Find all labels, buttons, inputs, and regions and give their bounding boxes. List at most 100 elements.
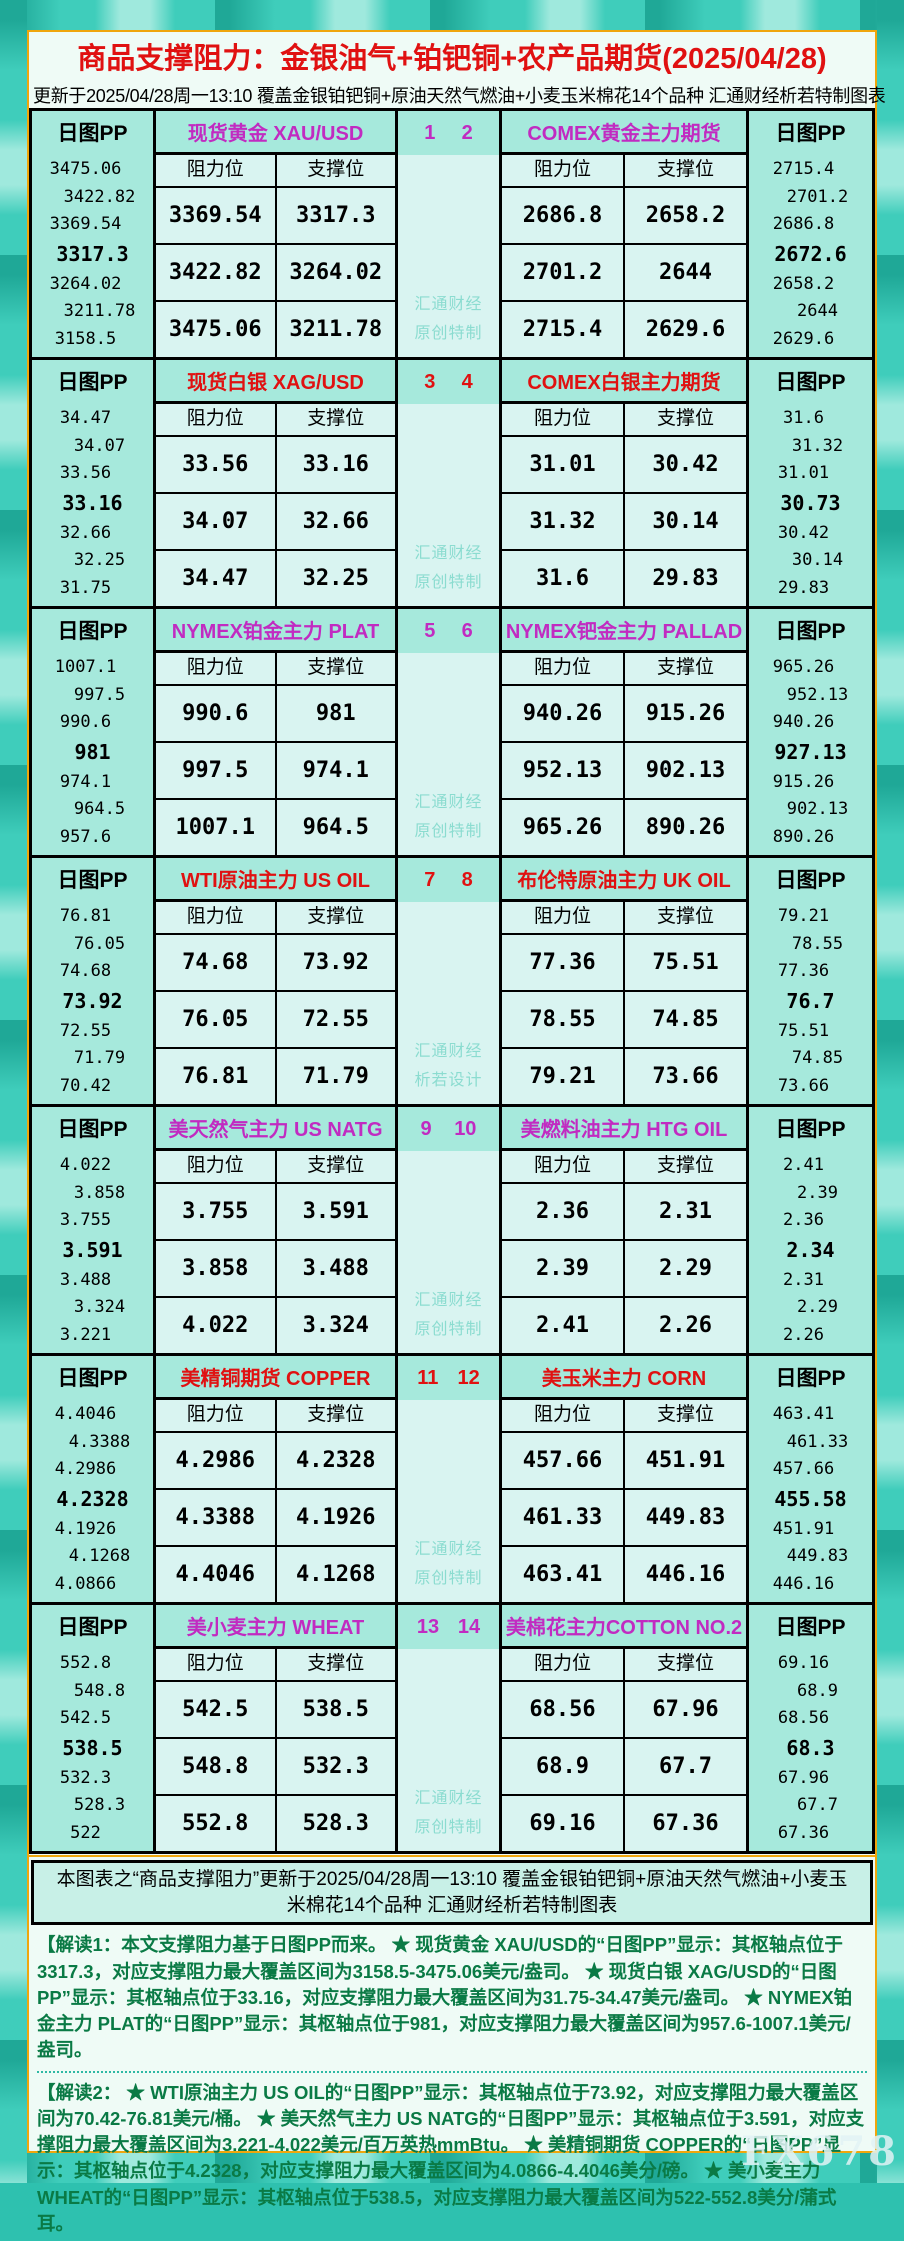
commodity-block: 日图PP 4.4046 4.3388 4.2986 4.2328 4.1926 4.1268…	[29, 1353, 875, 1605]
brand-watermark: 汇通财经 原创特制	[414, 290, 482, 349]
resistance-header: 阻力位	[502, 902, 625, 933]
resistance-header: 阻力位	[502, 653, 625, 684]
support-header: 支撑位	[656, 1653, 714, 1674]
support-value: 73.66	[652, 1064, 719, 1089]
support-header: 支撑位	[656, 408, 714, 429]
index-left: 13	[416, 1615, 440, 1638]
pp-level: 965.26	[772, 656, 835, 677]
pp-level: 69.16	[777, 1652, 830, 1673]
resistance-value: 4.022	[156, 1298, 277, 1353]
resistance-value: 548.8	[156, 1739, 277, 1794]
watermark-cell: 汇通财经 原创特制	[398, 1649, 499, 1851]
brand-watermark: 汇通财经 原创特制	[414, 1286, 482, 1345]
pp-column-header: 日图PP	[775, 1118, 846, 1141]
levels-header-row: 阻力位 支撑位	[156, 1151, 395, 1184]
index-column: 3 4 汇通财经 原创特制	[398, 360, 502, 606]
pp-level: 68.9	[797, 1680, 838, 1701]
pp-level: 981	[74, 739, 111, 764]
support-value: 902.13	[645, 758, 726, 783]
levels-row: 4.2986 4.2328	[156, 1433, 395, 1490]
resistance-value: 69.16	[502, 1796, 625, 1851]
instrument-section-left: NYMEX铂金主力 PLAT 阻力位 支撑位 990.6 981 997.5 974.1 10…	[156, 609, 398, 855]
pp-level: 76.7	[786, 988, 835, 1013]
levels-header-row: 阻力位 支撑位	[156, 653, 395, 686]
pp-ladder: 4.4046 4.3388 4.2986 4.2328 4.1926 4.1268 4.08…	[32, 1400, 153, 1602]
levels-row: 4.022 3.324	[156, 1298, 395, 1353]
instrument-title: COMEX黄金主力期货	[502, 111, 746, 155]
pp-column-left: 日图PP 1007.1 997.5 990.6 981 974.1 964.5 957.6	[32, 609, 156, 855]
levels-row: 2701.2 2644	[502, 245, 746, 302]
pp-level: 449.83	[786, 1546, 849, 1567]
pp-level: 548.8	[73, 1680, 126, 1701]
levels-row: 34.07 32.66	[156, 494, 395, 551]
instrument-title: NYMEX铂金主力 PLAT	[156, 609, 395, 653]
support-value: 3264.02	[289, 260, 383, 285]
resistance-value: 542.5	[156, 1682, 277, 1737]
support-value: 67.36	[652, 1811, 719, 1836]
resistance-value: 2.36	[502, 1184, 625, 1239]
pp-level: 2.41	[783, 1154, 824, 1175]
instrument-title: 美精铜期货 COPPER	[156, 1356, 395, 1400]
resistance-value: 34.47	[156, 551, 277, 606]
support-value: 32.25	[302, 566, 369, 591]
pp-level: 522	[70, 1823, 101, 1844]
instrument-title: 美玉米主力 CORN	[502, 1356, 746, 1400]
index-column: 11 12 汇通财经 原创特制	[398, 1356, 502, 1602]
support-value: 915.26	[645, 701, 726, 726]
index-right: 12	[457, 1366, 480, 1389]
instrument-section-right: COMEX白银主力期货 阻力位 支撑位 31.01 30.42 31.32 30.14 31.…	[502, 360, 749, 606]
pp-level: 34.47	[59, 407, 112, 428]
watermark-line: 原创特制	[414, 1819, 483, 1837]
pp-level: 79.21	[777, 905, 830, 926]
pp-level: 75.51	[777, 1020, 830, 1041]
levels-row: 1007.1 964.5	[156, 800, 395, 855]
resistance-value: 77.36	[502, 935, 625, 990]
levels-row: 461.33 449.83	[502, 1490, 746, 1547]
resistance-header: 阻力位	[156, 1151, 277, 1182]
levels-row: 74.68 73.92	[156, 935, 395, 992]
support-value: 890.26	[645, 815, 726, 840]
pp-ladder: 463.41 461.33 457.66 455.58 451.91 449.83 446.…	[749, 1400, 872, 1602]
pp-level: 78.55	[791, 933, 844, 954]
brand-watermark: 汇通财经 原创特制	[414, 539, 482, 598]
levels-row: 2.36 2.31	[502, 1184, 746, 1241]
pp-level: 532.3	[59, 1767, 112, 1788]
commodity-block: 日图PP 3475.06 3422.82 3369.54 3317.3 3264.02 32…	[29, 108, 875, 360]
chart-content: 商品支撑阻力：金银油气+铂钯铜+农产品期货(2025/04/28) 更新于202…	[27, 30, 886, 2234]
watermark-cell: 汇通财经 原创特制	[398, 404, 499, 606]
resistance-value: 34.07	[156, 494, 277, 549]
support-header: 支撑位	[307, 408, 365, 429]
pp-level: 3317.3	[56, 241, 129, 266]
support-value: 4.1926	[296, 1505, 376, 1530]
levels-row: 79.21 73.66	[502, 1049, 746, 1104]
levels-table: 阻力位 支撑位 2.36 2.31 2.39 2.29 2.41 2.26	[502, 1151, 746, 1353]
pp-level: 3.755	[59, 1210, 112, 1231]
support-value: 2.29	[659, 1256, 712, 1281]
levels-row: 3422.82 3264.02	[156, 245, 395, 302]
pp-column-header: 日图PP	[57, 1367, 128, 1390]
watermark-cell: 汇通财经 原创特制	[398, 653, 499, 855]
support-value: 2.31	[659, 1199, 712, 1224]
instrument-section-right: 美玉米主力 CORN 阻力位 支撑位 457.66 451.91 461.33 449.83…	[502, 1356, 749, 1602]
pp-level: 990.6	[59, 712, 112, 733]
update-subtitle: 更新于2025/04/28周一13:10 覆盖金银铂钯铜+原油天然气燃油+小麦玉…	[33, 86, 886, 106]
resistance-value: 78.55	[502, 992, 625, 1047]
index-numbers: 9 10	[398, 1107, 499, 1151]
resistance-value: 1007.1	[156, 800, 277, 855]
frame-top	[0, 0, 904, 30]
levels-table: 阻力位 支撑位 457.66 451.91 461.33 449.83 463.41 446.…	[502, 1400, 746, 1602]
instrument-title: 美棉花主力COTTON NO.2	[502, 1605, 746, 1649]
index-right: 14	[457, 1615, 481, 1638]
levels-header-row: 阻力位 支撑位	[502, 653, 746, 686]
levels-row: 2.39 2.29	[502, 1241, 746, 1298]
levels-row: 31.01 30.42	[502, 437, 746, 494]
levels-table: 阻力位 支撑位 542.5 538.5 548.8 532.3 552.8 528.3	[156, 1649, 395, 1851]
resistance-value: 31.32	[502, 494, 625, 549]
pp-column-right: 日图PP 79.21 78.55 77.36 76.7 75.51 74.85 73.66	[749, 858, 872, 1104]
pp-level: 31.6	[783, 407, 824, 428]
watermark-cell: 汇通财经 原创特制	[398, 1400, 499, 1602]
frame-left	[0, 0, 27, 2183]
levels-row: 2686.8 2658.2	[502, 188, 746, 245]
pp-column-right: 日图PP 31.6 31.32 31.01 30.73 30.42 30.14 29.83	[749, 360, 872, 606]
